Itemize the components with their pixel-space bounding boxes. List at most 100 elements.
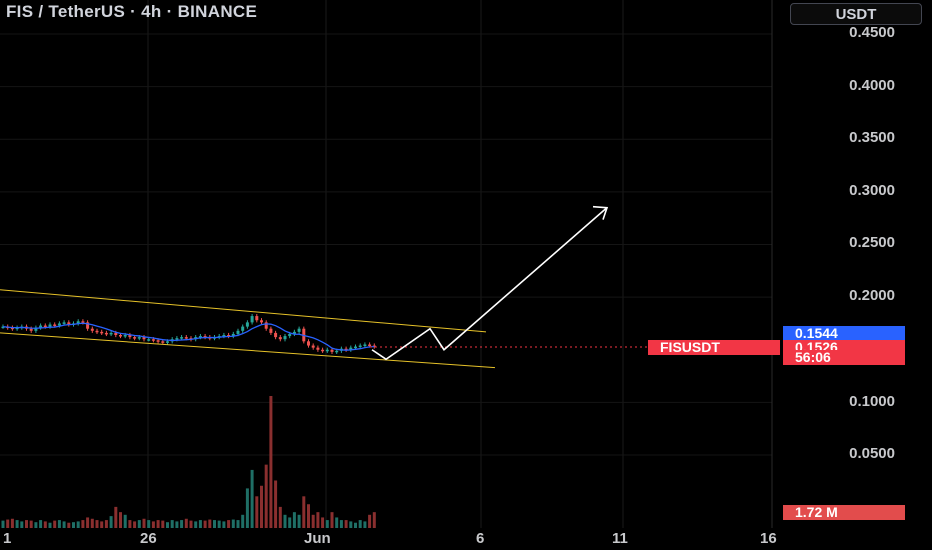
volume-bar [95,520,99,528]
candle [15,327,19,330]
candle [67,322,71,325]
candle [109,332,113,335]
candle [278,337,282,340]
candle [142,337,146,340]
volume-bar [368,514,372,528]
volume-bar [316,512,320,528]
volume-bar [325,520,329,528]
candle [321,349,325,352]
volume-bar [363,521,367,528]
volume-bar [133,521,137,528]
volume-bar [43,521,47,528]
volume-bar [29,520,33,528]
projection-arrowhead [592,205,609,220]
candle [316,347,320,350]
y-tick-label: 0.3500 [849,129,895,146]
candle [297,328,301,332]
volume-bar [161,520,165,528]
volume-bar [156,520,160,528]
volume-bar [236,520,240,528]
volume-bar [372,512,376,528]
volume-bar [335,517,339,528]
volume-bar [203,520,207,528]
volume-bar [76,521,80,528]
volume-bar [170,520,174,528]
candle [62,322,66,324]
volume-bar [180,520,184,528]
volume-bar [283,514,287,528]
candle [344,348,348,351]
candle [354,346,357,349]
volume-bar [194,521,198,528]
volume-bar [90,518,94,528]
volume-bar [53,520,57,528]
candle [100,331,104,334]
candle [269,328,273,333]
x-tick-label: 11 [612,530,628,547]
volume-bar [15,520,19,528]
volume-bar [100,521,104,528]
candle [335,350,339,353]
candle [358,345,362,348]
candle [175,338,179,340]
volume-bar [344,520,348,528]
volume-bar [86,517,90,528]
candle [288,333,292,337]
volume-bar [175,521,179,528]
volume-bar [358,520,362,528]
volume-bar [189,520,193,528]
volume-bar [278,506,282,528]
y-tick-label: 0.0500 [849,445,895,462]
volume-bar [321,517,325,528]
candle [104,332,108,335]
volume-bar [292,512,296,528]
candle [368,344,372,346]
candle [133,337,137,339]
candle [86,322,90,329]
candle [255,316,259,321]
volume-bar [114,506,118,528]
volume-bar [128,520,132,528]
candle [39,325,43,328]
volume-value-label: 1.72 M [783,505,905,520]
volume-bar [330,512,334,528]
candle [53,324,57,326]
volume-bar [34,522,38,528]
volume-bar [241,514,245,528]
volume-bar [339,520,343,528]
candle [307,341,310,346]
candle [151,339,155,341]
symbol-label: FISUSDT [648,340,780,355]
volume-bar [227,520,231,528]
volume-bar [151,521,155,528]
candle [123,335,127,337]
volume-bar [208,519,212,528]
volume-bar [72,522,75,528]
candle [274,332,278,338]
channel-lower-line [0,332,496,369]
candle [137,337,141,339]
volume-bar [260,485,263,528]
y-tick-label: 0.2000 [849,287,895,304]
volume-bar [147,520,151,528]
projection-path [371,207,608,361]
candle [292,331,296,334]
currency-button[interactable]: USDT [790,3,922,25]
volume-bar [20,521,24,528]
candle [180,337,184,339]
y-tick-label: 0.1000 [849,393,895,410]
candle [227,335,231,337]
volume-bar [67,522,71,528]
candle [147,339,151,341]
volume-bar [62,521,66,528]
candle [128,335,132,338]
volume-bar [307,504,310,528]
volume-bar [231,519,235,528]
volume-bar [297,514,301,528]
candle [363,344,367,346]
candle [245,322,249,327]
candle [1,326,5,329]
volume-bar [142,518,146,528]
volume-bar [10,518,14,528]
